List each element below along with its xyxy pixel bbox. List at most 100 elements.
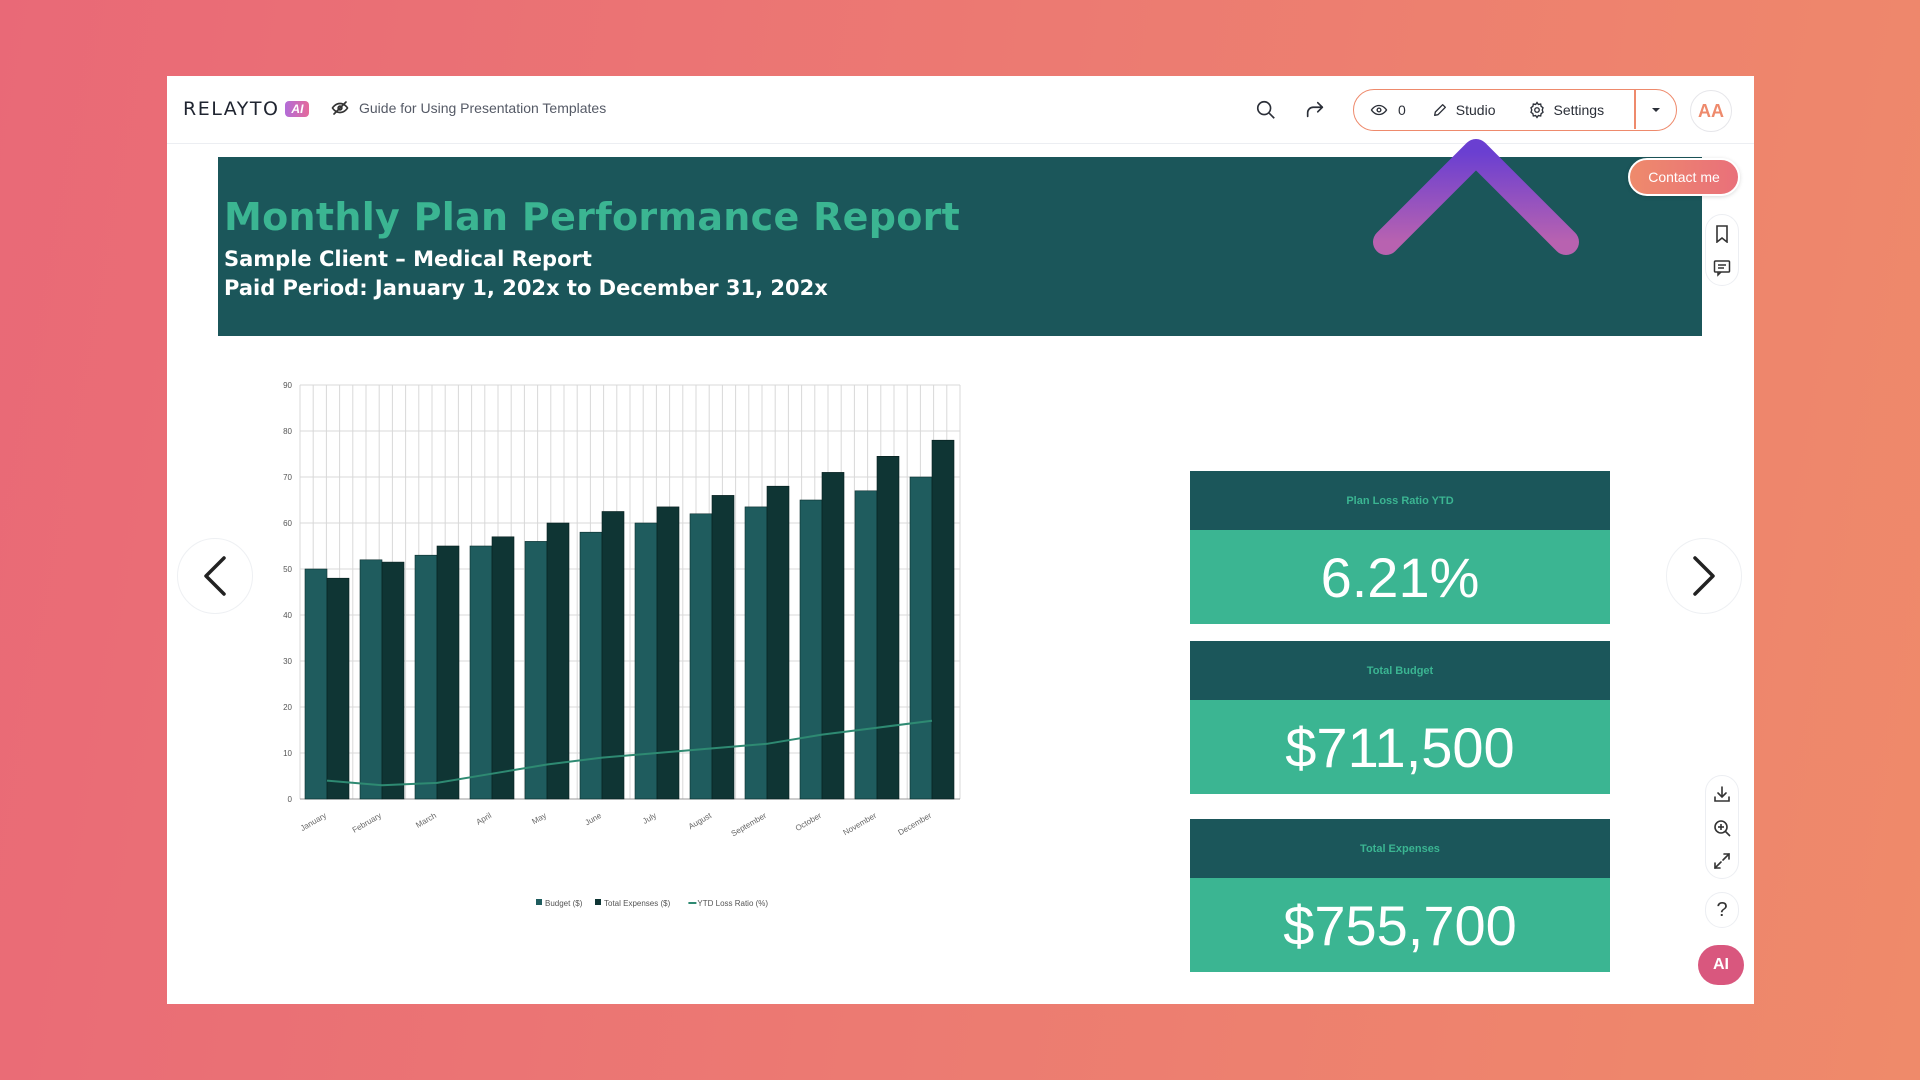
views-counter[interactable]: 0 xyxy=(1370,101,1406,119)
kpi-label: Total Budget xyxy=(1190,641,1610,700)
app-window: RELAYTO AI Guide for Using Presentation … xyxy=(167,76,1754,1004)
kpi-label: Plan Loss Ratio YTD xyxy=(1190,471,1610,530)
kpi-value: $711,500 xyxy=(1190,700,1610,794)
y-tick-label: 10 xyxy=(283,749,292,758)
expand-icon[interactable] xyxy=(1705,844,1739,878)
bar-budget xyxy=(469,545,493,800)
x-tick-label: February xyxy=(351,811,383,835)
bar-budget xyxy=(799,499,823,800)
document-title: Guide for Using Presentation Templates xyxy=(359,100,607,116)
help-button[interactable]: ? xyxy=(1705,892,1739,928)
views-count: 0 xyxy=(1398,102,1406,118)
eye-icon xyxy=(1370,104,1388,116)
bar-total-expenses xyxy=(711,495,735,800)
bar-budget xyxy=(854,490,878,800)
x-tick-label: July xyxy=(641,811,658,826)
studio-label: Studio xyxy=(1455,102,1496,118)
document-title-area: Guide for Using Presentation Templates xyxy=(331,99,606,117)
x-tick-label: June xyxy=(583,811,603,828)
presentation-slide: Monthly Plan Performance Report Sample C… xyxy=(218,157,1702,989)
y-tick-label: 60 xyxy=(283,519,292,528)
legend-label: Budget ($) xyxy=(545,899,583,908)
previous-slide-button[interactable] xyxy=(177,538,253,614)
relayto-logo[interactable]: RELAYTO AI xyxy=(183,98,310,120)
x-tick-label: May xyxy=(530,811,548,826)
contact-me-button[interactable]: Contact me xyxy=(1628,158,1740,196)
legend-label: YTD Loss Ratio (%) xyxy=(697,899,768,908)
settings-label: Settings xyxy=(1553,102,1605,118)
bar-total-expenses xyxy=(931,439,955,800)
y-tick-label: 50 xyxy=(283,565,292,574)
y-tick-label: 90 xyxy=(283,381,292,390)
legend-label: Total Expenses ($) xyxy=(604,899,671,908)
slide-subtitle-client: Sample Client – Medical Report xyxy=(224,247,592,271)
x-tick-label: September xyxy=(730,811,769,839)
kpi-card-loss-ratio: Plan Loss Ratio YTD 6.21% xyxy=(1190,471,1610,624)
bar-total-expenses xyxy=(436,545,460,800)
chevron-down-icon[interactable] xyxy=(1636,90,1676,129)
kpi-card-total-budget: Total Budget $711,500 xyxy=(1190,641,1610,794)
share-icon[interactable] xyxy=(1301,96,1329,124)
x-tick-label: October xyxy=(794,811,823,833)
comment-icon[interactable] xyxy=(1705,251,1739,285)
x-tick-label: March xyxy=(414,811,438,830)
slide-title: Monthly Plan Performance Report xyxy=(224,195,961,239)
settings-button[interactable]: Settings xyxy=(1528,101,1605,119)
x-tick-label: December xyxy=(897,811,934,837)
top-bar: RELAYTO AI Guide for Using Presentation … xyxy=(167,76,1754,144)
ai-assistant-button[interactable]: AI xyxy=(1698,945,1744,985)
bar-total-expenses xyxy=(491,536,515,800)
studio-button[interactable]: Studio xyxy=(1432,102,1496,118)
chevron-right-icon xyxy=(1693,556,1715,596)
bar-budget xyxy=(524,541,548,800)
x-tick-label: August xyxy=(687,811,714,832)
kpi-value: 6.21% xyxy=(1190,530,1610,624)
y-tick-label: 0 xyxy=(288,795,293,804)
line-ytd-loss-ratio xyxy=(326,719,933,787)
kpi-card-total-expenses: Total Expenses $755,700 xyxy=(1190,819,1610,972)
download-icon[interactable] xyxy=(1705,777,1739,811)
y-tick-label: 30 xyxy=(283,657,292,666)
bar-total-expenses xyxy=(766,485,790,800)
slide-side-tools xyxy=(1705,214,1739,286)
y-tick-label: 40 xyxy=(283,611,292,620)
bar-total-expenses xyxy=(656,506,680,800)
legend-swatch xyxy=(536,899,542,905)
bar-total-expenses xyxy=(821,472,845,800)
chevron-left-icon xyxy=(204,556,226,596)
x-tick-label: January xyxy=(299,811,328,833)
bookmark-icon[interactable] xyxy=(1705,217,1739,251)
bar-total-expenses xyxy=(381,561,405,800)
logo-text: RELAYTO xyxy=(183,98,280,120)
budget-expenses-chart: 0 10 20 30 40 50 60 70 80 90 January February March A… xyxy=(283,381,961,908)
avatar[interactable]: AA xyxy=(1690,90,1732,132)
pencil-icon xyxy=(1433,104,1446,116)
y-tick-label: 20 xyxy=(283,703,292,712)
arrow-up-icon xyxy=(1373,139,1579,391)
pill-divider xyxy=(1634,90,1636,129)
search-icon[interactable] xyxy=(1252,96,1280,124)
view-edit-controls: 0 Studio Settings xyxy=(1353,89,1677,131)
bar-budget xyxy=(634,522,658,800)
logo-ai-badge: AI xyxy=(285,101,310,117)
bar-total-expenses xyxy=(326,577,350,800)
bar-budget xyxy=(414,554,438,800)
bar-budget xyxy=(689,513,713,800)
bar-total-expenses xyxy=(876,456,900,800)
bar-total-expenses xyxy=(546,522,570,800)
bar-total-expenses xyxy=(601,511,625,800)
kpi-value: $755,700 xyxy=(1190,878,1610,972)
legend-swatch xyxy=(595,899,601,905)
x-tick-label: November xyxy=(842,811,879,837)
y-tick-label: 70 xyxy=(283,473,292,482)
eye-off-icon xyxy=(331,101,349,115)
kpi-label: Total Expenses xyxy=(1190,819,1610,878)
slide-subtitle-period: Paid Period: January 1, 202x to December… xyxy=(224,276,828,300)
next-slide-button[interactable] xyxy=(1666,538,1742,614)
y-tick-label: 80 xyxy=(283,427,292,436)
gear-icon xyxy=(1529,101,1544,119)
zoom-in-icon[interactable] xyxy=(1705,811,1739,845)
bar-budget xyxy=(359,559,383,800)
x-tick-label: April xyxy=(475,811,494,827)
bar-budget xyxy=(744,506,768,800)
